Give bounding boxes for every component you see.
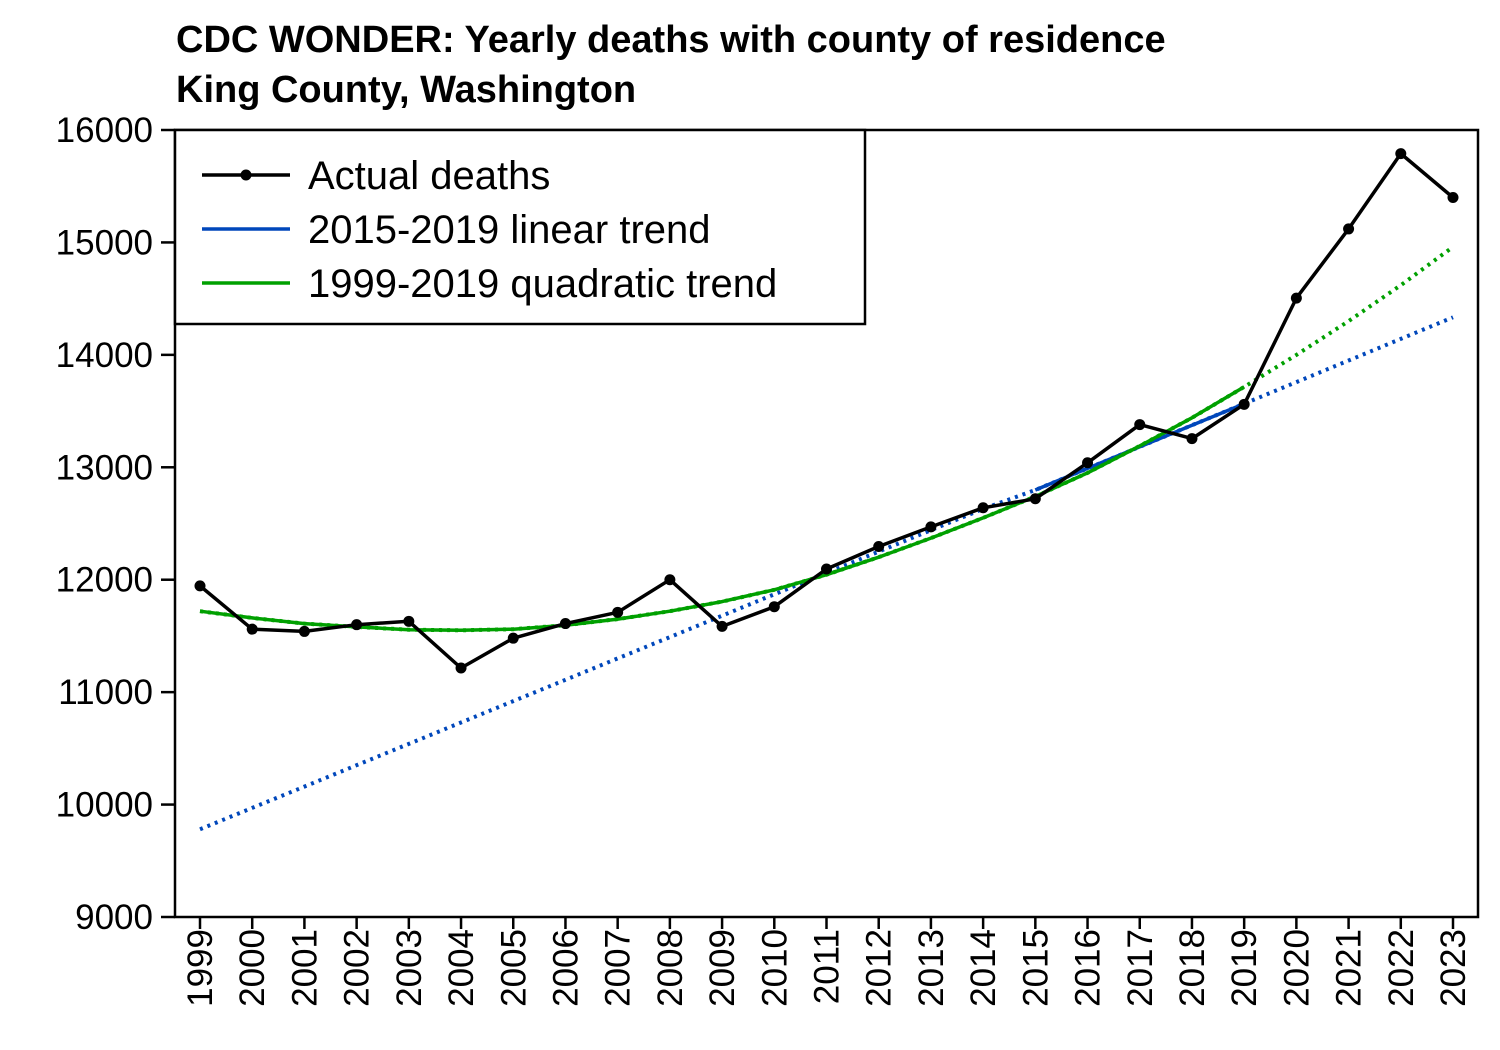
x-tick-label: 2023 xyxy=(1434,929,1473,1007)
actual-deaths-point xyxy=(716,620,728,632)
y-tick-label: 10000 xyxy=(56,786,153,825)
x-tick-label: 2018 xyxy=(1173,929,1212,1007)
y-tick-label: 15000 xyxy=(56,223,153,262)
y-tick-label: 14000 xyxy=(56,336,153,375)
actual-deaths-point xyxy=(1290,292,1302,304)
x-tick-label: 2020 xyxy=(1277,929,1316,1007)
y-tick-label: 16000 xyxy=(56,111,153,150)
x-tick-label: 2021 xyxy=(1330,929,1369,1007)
actual-deaths-point xyxy=(455,662,467,674)
y-tick-label: 13000 xyxy=(56,448,153,487)
x-tick-label: 2017 xyxy=(1121,929,1160,1007)
x-tick-label: 2008 xyxy=(651,929,690,1007)
x-tick-label: 2012 xyxy=(860,929,899,1007)
x-tick-label: 2003 xyxy=(390,929,429,1007)
x-tick-label: 2002 xyxy=(338,929,377,1007)
x-tick-label: 2009 xyxy=(703,929,742,1007)
y-tick-label: 9000 xyxy=(75,898,153,937)
legend-label-quadratic-trend: 1999-2019 quadratic trend xyxy=(308,262,777,306)
linear-trend-extrapolation-line xyxy=(199,315,1454,832)
x-tick-label: 2001 xyxy=(285,929,324,1007)
actual-deaths-point xyxy=(821,563,832,575)
actual-deaths-point xyxy=(612,606,624,618)
x-axis: 1999 2000 2001 2002 2003 2004 2005 2006 2007 2008… xyxy=(181,917,1473,1007)
x-tick-label: 2007 xyxy=(599,929,638,1007)
actual-deaths-point xyxy=(298,625,310,637)
x-tick-label: 2004 xyxy=(442,929,481,1007)
x-tick-label: 2010 xyxy=(755,929,794,1007)
actual-deaths-point xyxy=(977,502,989,514)
x-tick-label: 2019 xyxy=(1225,929,1264,1007)
actual-deaths-point xyxy=(1186,433,1198,445)
actual-deaths-point xyxy=(1238,398,1250,410)
chart-subtitle: King County, Washington xyxy=(176,69,636,111)
y-tick-label: 11000 xyxy=(58,673,153,712)
actual-deaths-point xyxy=(351,619,363,631)
actual-deaths-point xyxy=(194,580,206,592)
legend: Actual deaths 2015-2019 linear trend 199… xyxy=(173,128,867,326)
y-tick-label: 12000 xyxy=(56,561,153,600)
actual-deaths-point xyxy=(403,615,415,627)
legend-label-linear-trend: 2015-2019 linear trend xyxy=(308,208,711,252)
chart-title: CDC WONDER: Yearly deaths with county of… xyxy=(176,19,1166,61)
x-tick-label: 2011 xyxy=(808,929,847,1004)
x-tick-label: 1999 xyxy=(181,929,220,1007)
actual-deaths-point xyxy=(664,574,676,586)
legend-marker-actual-deaths xyxy=(240,169,252,181)
y-axis: 9000 10000 11000 12000 13000 14000 15000 16000 xyxy=(56,111,175,937)
actual-deaths-point xyxy=(925,521,937,533)
actual-deaths-point xyxy=(559,618,571,630)
actual-deaths-point xyxy=(768,601,780,613)
actual-deaths-point xyxy=(1134,419,1146,431)
quadratic-trend-fit-line xyxy=(199,385,1246,633)
actual-deaths-point xyxy=(1343,223,1355,235)
actual-deaths-point xyxy=(873,541,885,553)
actual-deaths-point xyxy=(1082,457,1094,469)
x-tick-label: 2022 xyxy=(1382,929,1421,1007)
actual-deaths-point xyxy=(1447,191,1459,203)
legend-box xyxy=(173,128,867,326)
x-tick-label: 2013 xyxy=(912,929,951,1007)
actual-deaths-point xyxy=(1395,148,1407,160)
x-tick-label: 2016 xyxy=(1069,929,1108,1007)
x-tick-label: 2006 xyxy=(546,929,585,1007)
x-tick-label: 2000 xyxy=(233,929,272,1007)
actual-deaths-point xyxy=(507,632,519,644)
plot-area xyxy=(194,148,1459,832)
actual-deaths-point xyxy=(246,623,258,635)
x-tick-label: 2014 xyxy=(964,929,1003,1007)
actual-deaths-point xyxy=(1029,493,1041,505)
x-tick-label: 2015 xyxy=(1016,929,1055,1007)
x-tick-label: 2005 xyxy=(494,929,533,1007)
legend-label-actual-deaths: Actual deaths xyxy=(308,154,550,198)
